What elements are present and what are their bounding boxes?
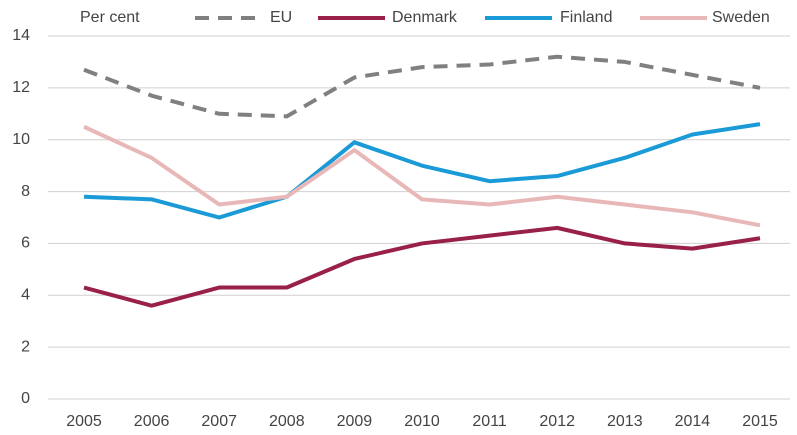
legend-label: Denmark [392,9,458,26]
y-tick-label: 4 [21,287,30,304]
legend-label: Finland [560,9,612,26]
y-tick-label: 2 [21,338,30,355]
x-tick-label: 2006 [134,413,170,430]
y-tick-label: 12 [12,79,30,96]
x-tick-label: 2012 [539,413,575,430]
y-tick-label: 6 [21,235,30,252]
x-tick-label: 2014 [675,413,711,430]
x-tick-label: 2007 [201,413,237,430]
series-line [83,122,761,220]
series-line [83,54,761,119]
x-tick-label: 2011 [472,413,507,430]
legend-label: Sweden [712,9,770,26]
x-tick-label: 2013 [607,413,643,430]
series-line [83,225,761,308]
y-tick-label: 14 [12,27,30,44]
y-tick-label: 0 [21,390,30,407]
x-tick-label: 2008 [269,413,305,430]
y-axis-label: Per cent [80,9,140,26]
series-line [83,124,761,228]
legend-label: EU [270,9,292,26]
x-tick-label: 2005 [66,413,102,430]
x-tick-label: 2009 [337,413,373,430]
x-tick-label: 2015 [742,413,778,430]
y-tick-label: 8 [21,183,30,200]
y-tick-label: 10 [12,131,30,148]
x-tick-label: 2010 [404,413,440,430]
